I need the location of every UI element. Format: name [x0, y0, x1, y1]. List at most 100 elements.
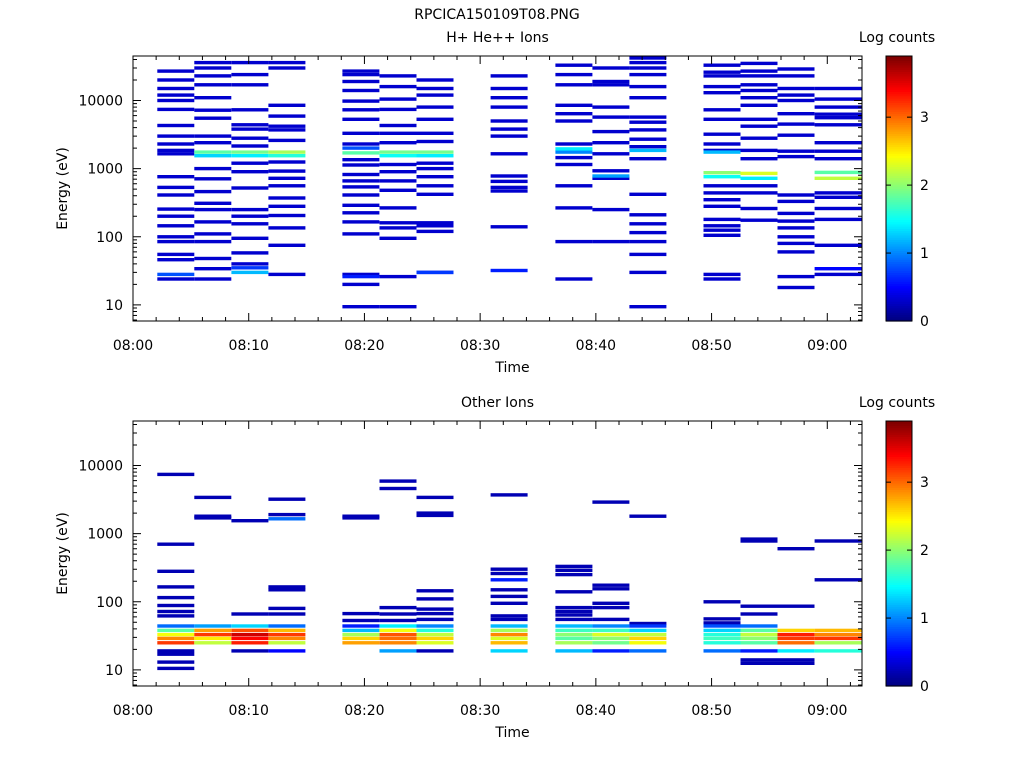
- heatmap-cell: [342, 163, 379, 166]
- spectrogram-figure: RPCICA150109T08.PNG 1010010001000008:00 0…: [0, 0, 1024, 768]
- heatmap-cell: [555, 83, 592, 86]
- heatmap-cell: [815, 273, 862, 276]
- heatmap-cell: [417, 649, 454, 652]
- heatmap-cell: [380, 74, 417, 77]
- heatmap-cell: [268, 498, 305, 501]
- heatmap-cell: [157, 69, 194, 72]
- heatmap-cell: [741, 612, 778, 615]
- heatmap-cell: [741, 104, 778, 107]
- heatmap-cell: [342, 118, 379, 121]
- heatmap-cell: [741, 605, 778, 608]
- heatmap-cell: [491, 637, 528, 640]
- heatmap-cell: [592, 83, 629, 86]
- heatmap-cell: [741, 219, 778, 222]
- heatmap-cell: [194, 154, 231, 157]
- heatmap-cell: [342, 151, 379, 154]
- heatmap-cell: [380, 170, 417, 173]
- heatmap-cell: [231, 144, 268, 147]
- heatmap-cell: [380, 85, 417, 88]
- heatmap-cell: [592, 587, 629, 590]
- heatmap-cell: [704, 191, 741, 194]
- heatmap-cell: [815, 150, 862, 153]
- heatmap-cell: [592, 141, 629, 144]
- heatmap-cell: [629, 641, 666, 644]
- heatmap-cell: [157, 240, 194, 243]
- colorbar-tick-label: 2: [920, 543, 929, 559]
- heatmap-cell: [629, 624, 666, 627]
- x-axis-label: Time: [494, 725, 529, 741]
- heatmap-cell: [342, 132, 379, 135]
- heatmap-cell: [157, 596, 194, 599]
- heatmap-cell: [231, 137, 268, 140]
- heatmap-cell: [592, 649, 629, 652]
- heatmap-cell: [380, 154, 417, 157]
- heatmap-cell: [778, 200, 815, 203]
- heatmap-cell: [815, 218, 862, 221]
- heatmap-cell: [778, 122, 815, 125]
- heatmap-cell: [629, 115, 666, 118]
- heatmap-cell: [491, 493, 528, 496]
- colorbar-tick-label: 0: [920, 314, 929, 330]
- heatmap-cell: [417, 175, 454, 178]
- heatmap-cell: [629, 253, 666, 256]
- heatmap-cell: [491, 614, 528, 617]
- heatmap-cell: [268, 139, 305, 142]
- x-tick-label: 08:30: [460, 338, 500, 354]
- heatmap-cell: [231, 262, 268, 265]
- heatmap-cell: [555, 565, 592, 568]
- heatmap-cell: [157, 277, 194, 280]
- heatmap-cell: [629, 138, 666, 141]
- heatmap-cell: [268, 177, 305, 180]
- heatmap-cell: [194, 109, 231, 112]
- heatmap-cell: [157, 641, 194, 644]
- heatmap-cell: [231, 83, 268, 86]
- heatmap-cell: [268, 513, 305, 516]
- heatmap-cell: [417, 167, 454, 170]
- heatmap-cell: [629, 61, 666, 64]
- heatmap-cell: [342, 629, 379, 632]
- heatmap-cell: [629, 213, 666, 216]
- heatmap-cell: [592, 500, 629, 503]
- heatmap-cell: [157, 637, 194, 640]
- heatmap-cell: [815, 157, 862, 160]
- heatmap-cell: [555, 649, 592, 652]
- heatmap-cell: [629, 56, 666, 59]
- heatmap-cell: [194, 61, 231, 64]
- heatmap-cell: [380, 629, 417, 632]
- heatmap-cell: [231, 633, 268, 636]
- heatmap-cell: [342, 179, 379, 182]
- heatmap-cell: [778, 275, 815, 278]
- heatmap-cell: [704, 108, 741, 111]
- heatmap-cell: [555, 142, 592, 145]
- heatmap-cell: [592, 174, 629, 177]
- y-tick-label: 100: [96, 230, 123, 246]
- heatmap-cell: [231, 624, 268, 627]
- heatmap-cell: [157, 667, 194, 670]
- y-axis-label: Energy (eV): [55, 512, 71, 595]
- heatmap-cell: [268, 61, 305, 64]
- heatmap-cell: [380, 633, 417, 636]
- x-axis-label: Time: [494, 360, 529, 376]
- heatmap-cell: [417, 612, 454, 615]
- heatmap-cell: [704, 133, 741, 136]
- heatmap-cell: [629, 629, 666, 632]
- heatmap-cell: [194, 637, 231, 640]
- heatmap-cell: [380, 612, 417, 615]
- x-tick-label: 08:50: [691, 338, 731, 354]
- heatmap-cell: [157, 207, 194, 210]
- heatmap-cell: [704, 85, 741, 88]
- heatmap-cell: [555, 64, 592, 67]
- heatmap-cell: [555, 206, 592, 209]
- heatmap-cell: [231, 162, 268, 165]
- heatmap-cell: [592, 602, 629, 605]
- heatmap-cell: [268, 629, 305, 632]
- heatmap-cell: [231, 629, 268, 632]
- heatmap-cell: [342, 80, 379, 83]
- heatmap-cell: [231, 108, 268, 111]
- heatmap-cell: [194, 190, 231, 193]
- heatmap-cell: [268, 226, 305, 229]
- heatmap-cell: [417, 193, 454, 196]
- heatmap-cell: [555, 112, 592, 115]
- heatmap-cell: [704, 71, 741, 74]
- heatmap-cell: [704, 277, 741, 280]
